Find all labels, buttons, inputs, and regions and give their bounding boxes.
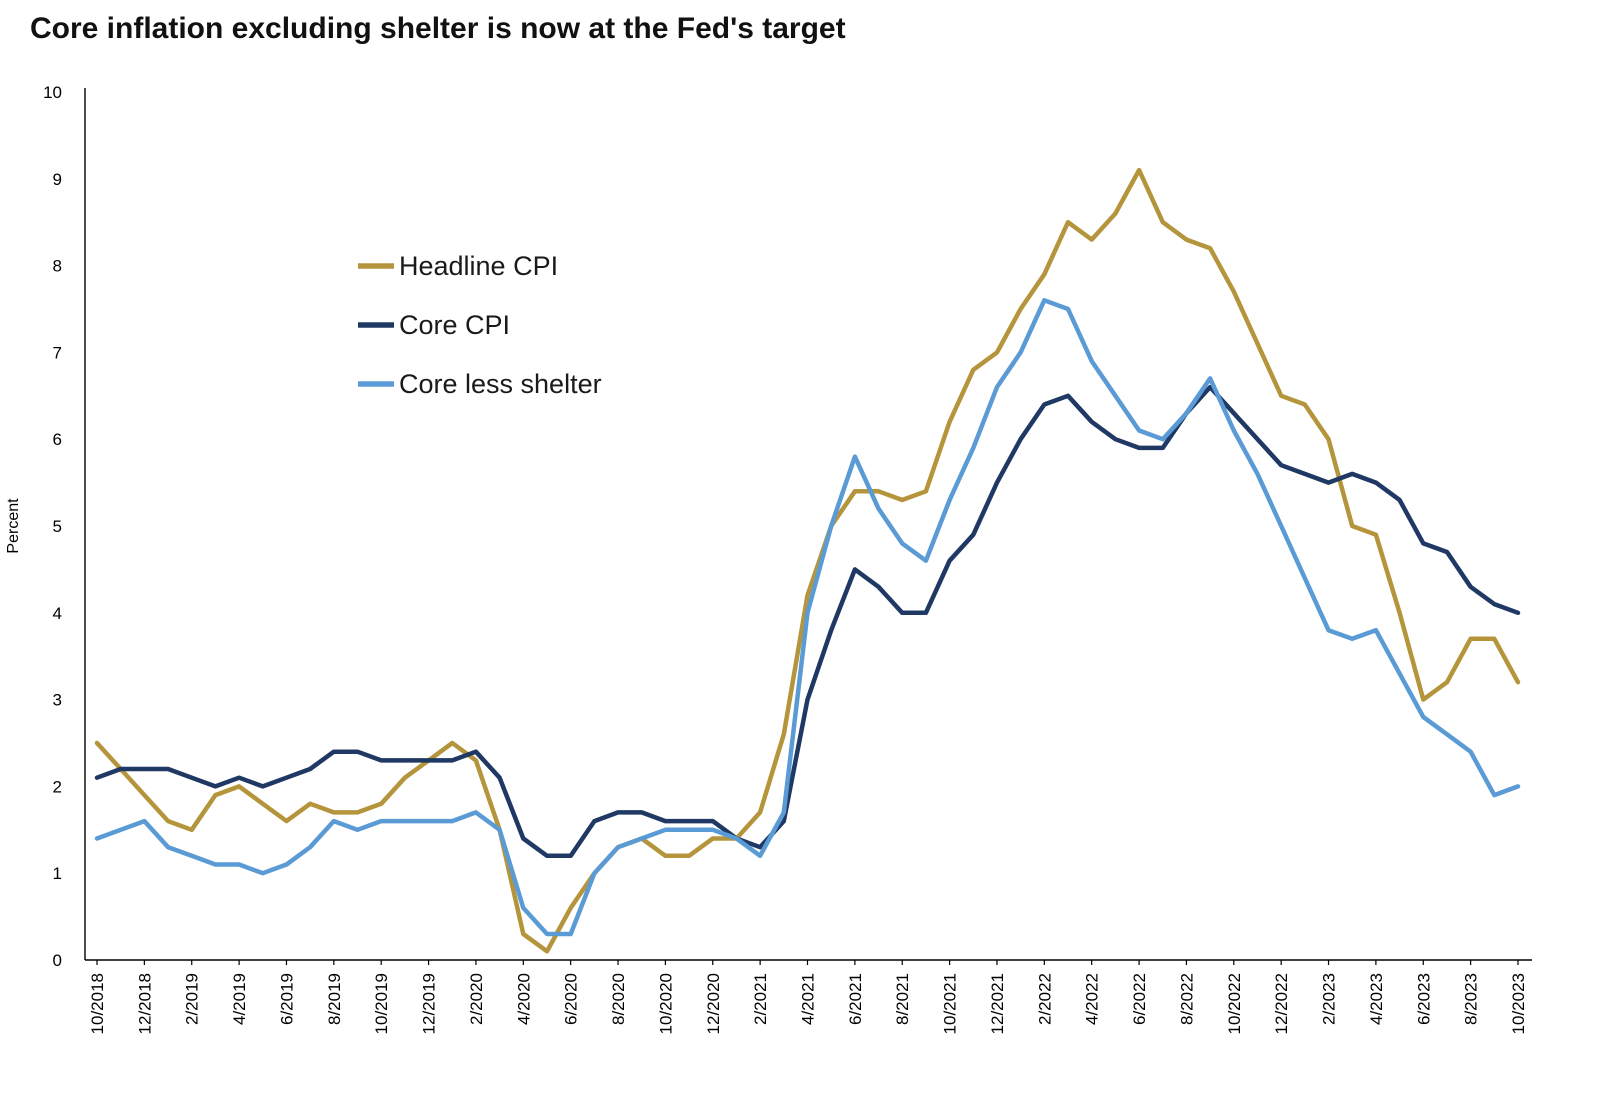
x-tick-label: 2/2020 (467, 973, 486, 1025)
x-tick-label: 8/2019 (325, 973, 344, 1025)
x-tick-label: 2/2021 (751, 973, 770, 1025)
x-tick-label: 12/2018 (135, 973, 154, 1034)
x-tick-label: 8/2020 (609, 973, 628, 1025)
x-tick-label: 10/2022 (1225, 973, 1244, 1034)
y-tick-label: 5 (53, 517, 62, 536)
x-tick-label: 4/2019 (230, 973, 249, 1025)
y-tick-label: 4 (53, 604, 62, 623)
y-tick-label: 2 (53, 777, 62, 796)
x-tick-label: 10/2019 (372, 973, 391, 1034)
y-tick-label: 1 (53, 864, 62, 883)
axes (84, 88, 1532, 961)
series-line-core-cpi (94, 384, 1521, 859)
y-tick-label: 6 (53, 430, 62, 449)
y-tick-label: 3 (53, 691, 62, 710)
x-tick-label: 2/2019 (183, 973, 202, 1025)
y-axis-title: Percent (5, 498, 22, 554)
x-tick-label: 10/2021 (941, 973, 960, 1034)
chart-title: Core inflation excluding shelter is now … (30, 12, 846, 45)
x-tick-label: 6/2021 (846, 973, 865, 1025)
x-tick-label: 10/2020 (656, 973, 675, 1034)
x-tick-label: 12/2020 (704, 973, 723, 1034)
x-tick-label: 12/2019 (420, 973, 439, 1034)
legend-item-core-less-shelter: Core less shelter (358, 369, 602, 399)
x-tick-label: 12/2021 (988, 973, 1007, 1034)
y-tick-label: 10 (43, 83, 62, 102)
y-tick-label: 0 (53, 951, 62, 970)
y-tick-label: 8 (53, 257, 62, 276)
x-tick-label: 4/2020 (514, 973, 533, 1025)
x-tick-label: 4/2021 (799, 973, 818, 1025)
x-tick-label: 8/2021 (893, 973, 912, 1025)
x-tick-label: 6/2022 (1130, 973, 1149, 1025)
x-tick-label: 8/2023 (1462, 973, 1481, 1025)
legend-label-core-cpi: Core CPI (399, 310, 510, 340)
x-tick-label: 2/2022 (1035, 973, 1054, 1025)
x-tick-label: 2/2023 (1320, 973, 1339, 1025)
x-tick-label: 12/2022 (1272, 973, 1291, 1034)
x-tick-label: 4/2022 (1083, 973, 1102, 1025)
series-line-headline-cpi (94, 167, 1521, 954)
legend-label-headline-cpi: Headline CPI (399, 251, 558, 281)
legend: Headline CPI Core CPI Core less shelter (358, 251, 602, 399)
x-tick-label: 10/2018 (88, 973, 107, 1034)
y-tick-label: 9 (53, 170, 62, 189)
x-axis-tick-labels: 10/2018 12/2018 2/2019 4/2019 6/2019 8/2019 10… (88, 960, 1528, 1034)
y-axis-tick-labels: 0 1 2 3 4 5 6 7 8 9 10 Percent (5, 83, 62, 970)
x-tick-label: 8/2022 (1177, 973, 1196, 1025)
legend-item-core-cpi: Core CPI (358, 310, 510, 340)
x-tick-label: 6/2023 (1414, 973, 1433, 1025)
legend-item-headline-cpi: Headline CPI (358, 251, 558, 281)
x-tick-label: 6/2019 (277, 973, 296, 1025)
series-line-core-less-shelter (94, 298, 1521, 937)
legend-label-core-less-shelter: Core less shelter (399, 369, 602, 399)
x-tick-label: 4/2023 (1367, 973, 1386, 1025)
x-tick-label: 10/2023 (1509, 973, 1528, 1034)
y-tick-label: 7 (53, 343, 62, 362)
series-lines (94, 167, 1521, 954)
x-tick-label: 6/2020 (562, 973, 581, 1025)
